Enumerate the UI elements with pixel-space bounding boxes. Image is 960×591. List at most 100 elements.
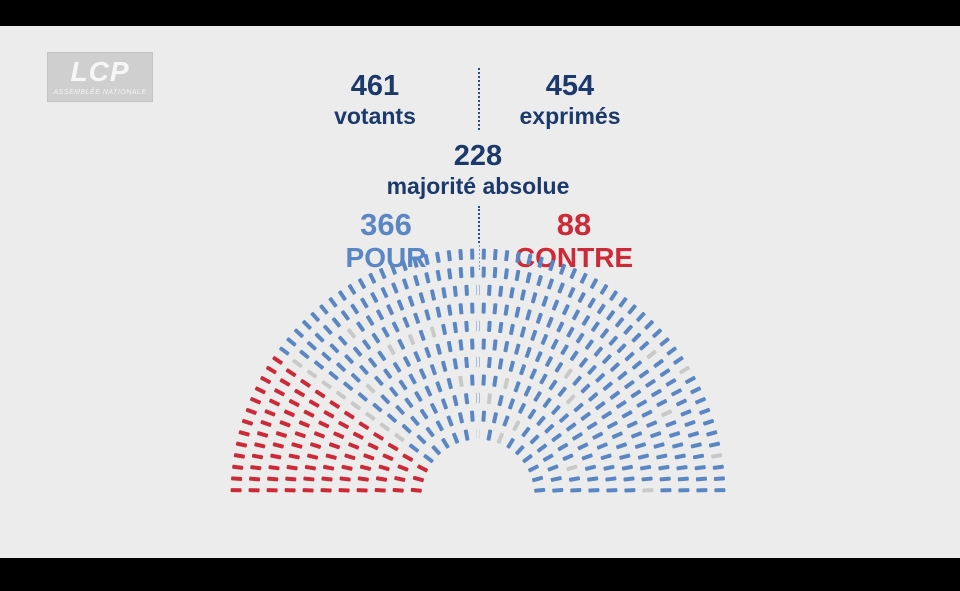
seat-mark	[631, 332, 642, 343]
seat-mark	[238, 430, 250, 437]
seat-mark	[264, 409, 276, 417]
seat-mark	[338, 290, 347, 301]
seat-mark	[568, 476, 581, 482]
seat-mark	[321, 351, 332, 362]
seat-mark	[267, 476, 279, 482]
seat-mark	[348, 442, 360, 450]
seat-mark	[266, 365, 277, 375]
seat-mark	[272, 442, 284, 449]
seat-mark	[591, 321, 600, 332]
seat-mark	[552, 487, 564, 493]
seat-mark	[306, 369, 318, 379]
seat-mark	[653, 358, 664, 368]
seat-mark	[304, 464, 317, 471]
seat-mark	[512, 420, 521, 432]
seat-mark	[395, 404, 405, 416]
seat-mark	[712, 464, 724, 470]
seat-mark	[270, 453, 282, 460]
seat-mark	[481, 266, 486, 278]
seat-mark	[381, 326, 390, 338]
seat-mark	[341, 464, 353, 471]
seat-mark	[470, 374, 475, 386]
seat-mark	[407, 333, 416, 346]
seat-mark	[260, 420, 272, 427]
seat-mark	[391, 321, 400, 333]
seat-mark	[417, 464, 428, 473]
seat-mark	[286, 465, 298, 471]
seat-mark	[413, 312, 421, 324]
seat-mark	[407, 295, 415, 307]
seat-mark	[646, 420, 658, 428]
seat-mark	[401, 423, 412, 434]
seat-mark	[557, 282, 565, 294]
seat-mark	[659, 368, 671, 378]
seat-mark	[306, 341, 317, 351]
seat-mark	[566, 326, 575, 338]
seat-mark	[346, 328, 357, 339]
seat-mark	[541, 295, 549, 307]
seat-mark	[527, 408, 537, 420]
seat-mark	[391, 282, 399, 294]
seat-mark	[599, 284, 609, 295]
seat-mark	[639, 464, 652, 471]
seat-mark	[398, 379, 408, 391]
seat-mark	[350, 401, 361, 411]
seat-mark	[423, 454, 434, 464]
seat-mark	[313, 431, 325, 439]
seat-mark	[370, 292, 379, 303]
seat-mark	[617, 370, 628, 381]
seat-mark	[424, 346, 432, 359]
seat-mark	[624, 351, 635, 362]
seat-mark	[429, 326, 437, 338]
seat-mark	[554, 361, 564, 373]
seat-mark	[481, 374, 486, 386]
seat-mark	[323, 410, 335, 419]
seat-mark	[347, 284, 357, 295]
seat-mark	[235, 441, 248, 448]
pour-stat: 366 POUR	[286, 208, 486, 274]
seat-mark	[600, 453, 612, 461]
seat-mark	[548, 259, 556, 272]
seat-mark	[288, 399, 300, 407]
seat-mark	[413, 274, 420, 287]
seat-mark	[518, 402, 526, 414]
seat-mark	[441, 398, 448, 410]
seat-mark	[306, 453, 319, 460]
seat-mark	[637, 453, 650, 460]
seat-mark	[397, 464, 409, 472]
seat-mark	[452, 358, 459, 370]
seat-mark	[314, 332, 325, 343]
seat-mark	[624, 380, 635, 390]
hemicycle-center-gap	[476, 244, 480, 444]
exprimes-stat: 454 exprimés	[470, 70, 670, 130]
seat-mark	[533, 391, 542, 402]
seat-mark	[410, 415, 420, 426]
seat-mark	[529, 434, 540, 445]
seat-mark	[550, 338, 559, 350]
seat-mark	[291, 442, 303, 449]
seat-mark	[329, 400, 341, 409]
seat-mark	[496, 432, 504, 444]
seat-mark	[368, 357, 378, 368]
seat-mark	[551, 299, 560, 311]
seat-mark	[661, 409, 673, 418]
seat-mark	[606, 488, 618, 493]
seat-mark	[284, 488, 296, 493]
seat-mark	[430, 402, 438, 414]
seat-mark	[279, 346, 290, 356]
seat-mark	[446, 377, 453, 390]
seat-mark	[589, 278, 599, 290]
seat-mark	[328, 297, 338, 308]
seat-mark	[378, 464, 390, 472]
seat-mark	[579, 272, 588, 284]
seat-mark	[646, 349, 657, 360]
seat-mark	[424, 272, 431, 284]
seat-mark	[412, 475, 425, 483]
seat-mark	[636, 399, 648, 408]
seat-mark	[602, 354, 612, 365]
seat-mark	[446, 250, 452, 262]
seat-mark	[587, 476, 599, 482]
seat-mark	[560, 344, 569, 356]
seat-mark	[318, 420, 330, 429]
seat-mark	[424, 385, 433, 397]
